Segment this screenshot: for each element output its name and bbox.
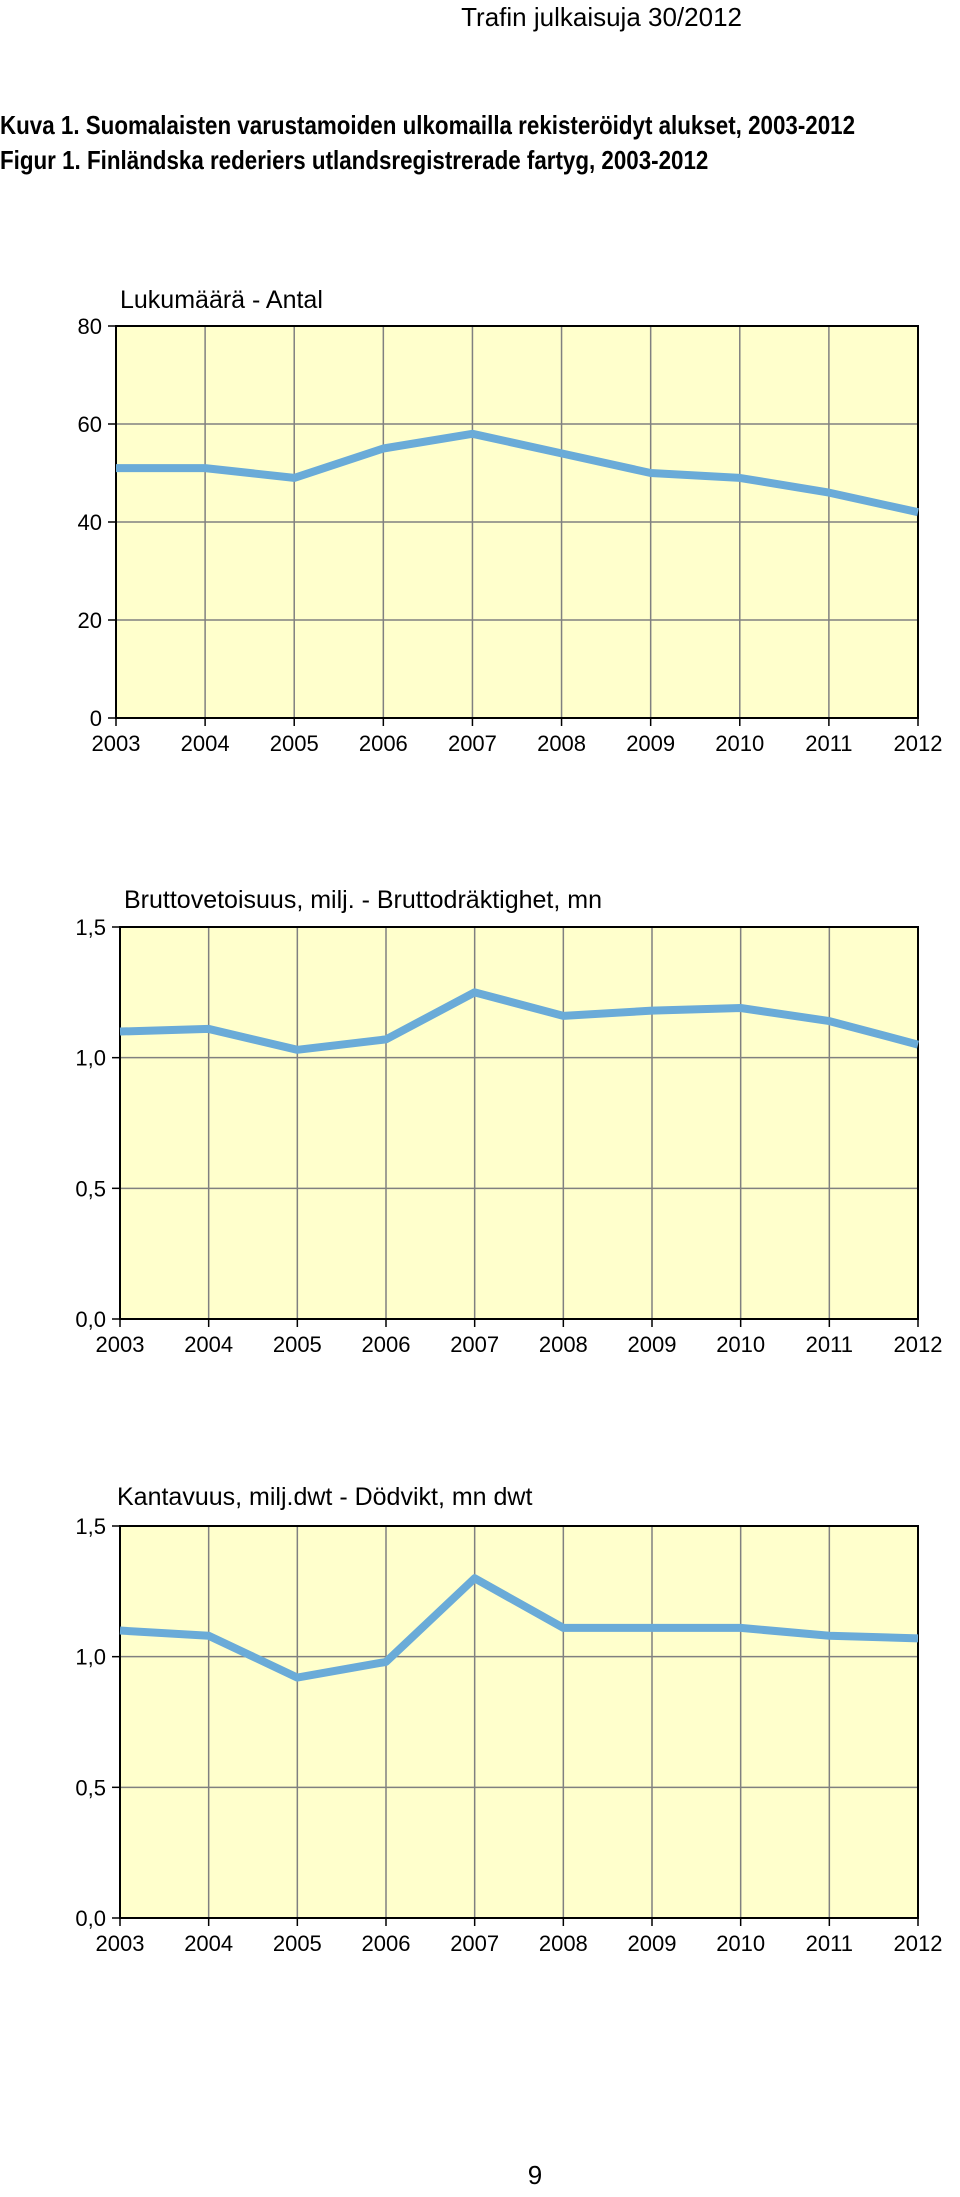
chart-deadweight: 0,0 0,5 1,0 1,5 2003 2004 2005 2006 2007 2008 2009…	[75, 1483, 943, 1956]
y-tick-label: 60	[78, 412, 102, 437]
x-tick-label: 2008	[539, 1931, 588, 1956]
x-tick-label: 2009	[628, 1332, 677, 1357]
x-tick-label: 2007	[450, 1931, 499, 1956]
x-tick-label: 2004	[184, 1931, 233, 1956]
x-tick-label: 2003	[96, 1931, 145, 1956]
x-tick-label: 2006	[362, 1931, 411, 1956]
plot-frame	[115, 325, 919, 719]
chart-gross-tonnage: 0,0 0,5 1,0 1,5 2003 2004 2005 2006 2007 2008 2009…	[75, 886, 943, 1357]
x-tick-label: 2012	[894, 1931, 943, 1956]
x-tick-label: 2010	[716, 1332, 765, 1357]
x-tick-label: 2011	[805, 731, 852, 756]
x-tick-label: 2008	[537, 731, 586, 756]
y-tick-label: 1,0	[75, 1046, 106, 1071]
series-line	[119, 1574, 919, 1682]
figure-caption-fi: Kuva 1. Suomalaisten varustamoiden ulkom…	[0, 110, 856, 140]
x-tick-label: 2007	[450, 1332, 499, 1357]
plot-frame	[119, 926, 919, 1320]
x-tick-label: 2010	[715, 731, 764, 756]
x-tick-label: 2009	[626, 731, 675, 756]
chart-count: 0 20 40 60 80 2003 2004 2005 2006 2007 2008 2009 201…	[78, 286, 943, 756]
x-tick-label: 2006	[359, 731, 408, 756]
x-tick-label: 2012	[894, 731, 943, 756]
x-tick-label: 2004	[181, 731, 230, 756]
x-tick-label: 2012	[894, 1332, 943, 1357]
y-tick-label: 0,5	[75, 1176, 106, 1201]
x-tick-label: 2010	[716, 1931, 765, 1956]
x-tick-label: 2007	[448, 731, 497, 756]
x-tick-label: 2005	[273, 1931, 322, 1956]
publication-header: Trafin julkaisuja 30/2012	[461, 2, 742, 32]
y-tick-label: 1,5	[75, 1514, 106, 1539]
x-tick-label: 2005	[273, 1332, 322, 1357]
series-line	[119, 988, 920, 1054]
x-tick-label: 2006	[362, 1332, 411, 1357]
plot-area	[120, 927, 918, 1319]
x-tick-label: 2009	[628, 1931, 677, 1956]
x-tick-label: 2011	[806, 1931, 853, 1956]
plot-frame	[119, 1525, 919, 1919]
y-tick-label: 40	[78, 510, 102, 535]
y-tick-label: 0	[90, 706, 102, 731]
x-tick-label: 2005	[270, 731, 319, 756]
y-tick-label: 20	[78, 608, 102, 633]
chart-title: Bruttovetoisuus, milj. - Bruttodräktighe…	[124, 886, 602, 914]
y-tick-label: 1,5	[75, 915, 106, 940]
x-tick-label: 2003	[96, 1332, 145, 1357]
figure-caption-sv: Figur 1. Finländska rederiers utlandsreg…	[0, 145, 709, 175]
series-line	[116, 429, 919, 517]
y-tick-label: 1,0	[75, 1645, 106, 1670]
y-tick-label: 0,0	[75, 1906, 106, 1931]
x-tick-label: 2004	[184, 1332, 233, 1357]
chart-title: Kantavuus, milj.dwt - Dödvikt, mn dwt	[117, 1483, 532, 1511]
chart-title: Lukumäärä - Antal	[120, 286, 323, 314]
y-tick-label: 0,0	[75, 1307, 106, 1332]
plot-area	[120, 1526, 918, 1918]
page-number: 9	[527, 2160, 543, 2190]
x-tick-label: 2011	[806, 1332, 853, 1357]
x-tick-label: 2003	[92, 731, 141, 756]
y-tick-label: 80	[78, 314, 102, 339]
y-tick-label: 0,5	[75, 1775, 106, 1800]
x-tick-label: 2008	[539, 1332, 588, 1357]
